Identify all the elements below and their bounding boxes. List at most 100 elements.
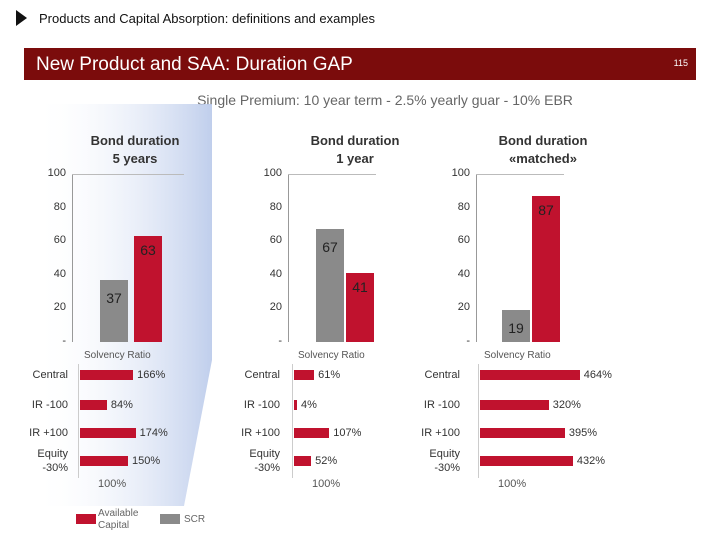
solvency-bar [294, 428, 330, 438]
solvency-ratio-title: Solvency Ratio [298, 350, 365, 361]
scenario-label: IR -100 [243, 399, 280, 411]
panel-title-line1: Bond duration [498, 133, 588, 148]
triangle-bullet-icon [16, 10, 27, 26]
scenario-label: IR +100 [421, 427, 460, 439]
scenario-label: Central [244, 369, 280, 381]
scenario-label: Equity [37, 448, 68, 460]
y-tick-label: 20 [53, 301, 66, 314]
solvency-bar [480, 456, 573, 466]
solvency-value: 84% [110, 399, 133, 411]
solvency-bar [480, 428, 565, 438]
top-gridline [72, 174, 184, 175]
solvency-bar [80, 370, 134, 380]
scenario-label: Equity [429, 448, 460, 460]
y-tick-label: 80 [53, 200, 66, 213]
solvency-axis-line [478, 364, 479, 478]
solvency-value: 174% [139, 427, 168, 439]
scr-value: 67 [322, 239, 338, 256]
y-axis-line [288, 174, 289, 342]
solvency-bar [80, 428, 136, 438]
y-tick-label: 60 [457, 234, 470, 247]
scr-value: 37 [106, 289, 122, 306]
section-header: Products and Capital Absorption: definit… [16, 10, 375, 26]
solvency-bar [294, 456, 312, 466]
scenario-label: Central [32, 369, 68, 381]
scr-bar [100, 279, 128, 342]
available-capital-bar [134, 236, 162, 342]
scenario-label: IR -100 [31, 399, 68, 411]
scenario-label: Central [424, 369, 460, 381]
solvency-bar [80, 400, 107, 410]
legend-swatch-scr [160, 514, 180, 524]
y-tick-label: 20 [457, 301, 470, 314]
legend-label-scr: SCR [184, 514, 206, 525]
solvency-value: 150% [132, 455, 161, 467]
banner-title: New Product and SAA: Duration GAP [36, 54, 353, 75]
solvency-bar [480, 370, 580, 380]
scenario-label: -30% [42, 462, 68, 474]
y-tick-label: 100 [451, 167, 470, 179]
solvency-value: 61% [318, 369, 341, 381]
scenario-label: IR +100 [29, 427, 68, 439]
solvency-reference-label: 100% [498, 478, 527, 490]
legend-label-available-capital: Available Capital [98, 508, 139, 531]
y-tick-label: 100 [263, 167, 282, 179]
available-capital-value: 41 [352, 279, 368, 296]
solvency-value: 4% [301, 399, 317, 411]
y-tick-label: 100 [47, 167, 66, 179]
page-number: 115 [673, 58, 688, 68]
y-tick-label: 80 [269, 200, 282, 213]
y-tick-label: 60 [269, 234, 282, 247]
panel-title-line2: «matched» [509, 151, 577, 166]
scenario-label: -30% [434, 462, 460, 474]
y-tick-label: 40 [53, 267, 66, 280]
y-tick-label: 40 [269, 267, 282, 280]
scenario-label: IR -100 [423, 399, 460, 411]
solvency-ratio-title: Solvency Ratio [84, 350, 151, 361]
scr-value: 19 [508, 320, 524, 337]
solvency-bar [294, 370, 315, 380]
solvency-bar [80, 456, 128, 466]
solvency-value: 464% [583, 369, 612, 381]
scenario-label: Equity [249, 448, 280, 460]
y-tick-label: - [278, 335, 282, 347]
solvency-axis-line [78, 364, 79, 478]
available-capital-bar [346, 273, 374, 342]
solvency-value: 395% [568, 427, 598, 439]
solvency-value: 107% [333, 427, 362, 439]
solvency-value: 52% [315, 455, 338, 467]
section-title: Products and Capital Absorption: definit… [39, 10, 376, 26]
solvency-bar [294, 400, 297, 410]
y-tick-label: - [466, 335, 470, 347]
panel-title-line1: Bond duration [90, 133, 180, 148]
solvency-value: 320% [552, 399, 581, 411]
available-capital-value: 87 [538, 201, 554, 218]
y-tick-label: 60 [53, 234, 66, 247]
solvency-reference-label: 100% [312, 478, 341, 490]
scr-bar [316, 229, 344, 342]
available-capital-value: 63 [140, 242, 156, 259]
solvency-value: 166% [137, 369, 166, 381]
title-banner: New Product and SAA: Duration GAP 115 [24, 48, 696, 80]
chart-subtitle: Single Premium: 10 year term - 2.5% year… [197, 92, 573, 108]
scenario-label: -30% [254, 462, 280, 474]
y-axis-line [72, 174, 73, 342]
top-gridline [476, 174, 564, 175]
y-tick-label: - [62, 335, 66, 347]
solvency-axis-line [292, 364, 293, 478]
solvency-ratio-title: Solvency Ratio [484, 350, 551, 361]
y-tick-label: 80 [457, 200, 470, 213]
scenario-label: IR +100 [241, 427, 280, 439]
panel-title-line2: 5 years [112, 151, 158, 166]
y-axis-line [476, 174, 477, 342]
solvency-bar [480, 400, 549, 410]
top-gridline [288, 174, 376, 175]
y-tick-label: 20 [269, 301, 282, 314]
legend-swatch-available-capital [76, 514, 96, 524]
solvency-value: 432% [576, 455, 606, 467]
solvency-reference-label: 100% [98, 478, 127, 490]
panel-title-line2: 1 year [336, 151, 374, 166]
scr-bar [502, 310, 530, 342]
panel-title-line1: Bond duration [310, 133, 400, 148]
y-tick-label: 40 [457, 267, 470, 280]
